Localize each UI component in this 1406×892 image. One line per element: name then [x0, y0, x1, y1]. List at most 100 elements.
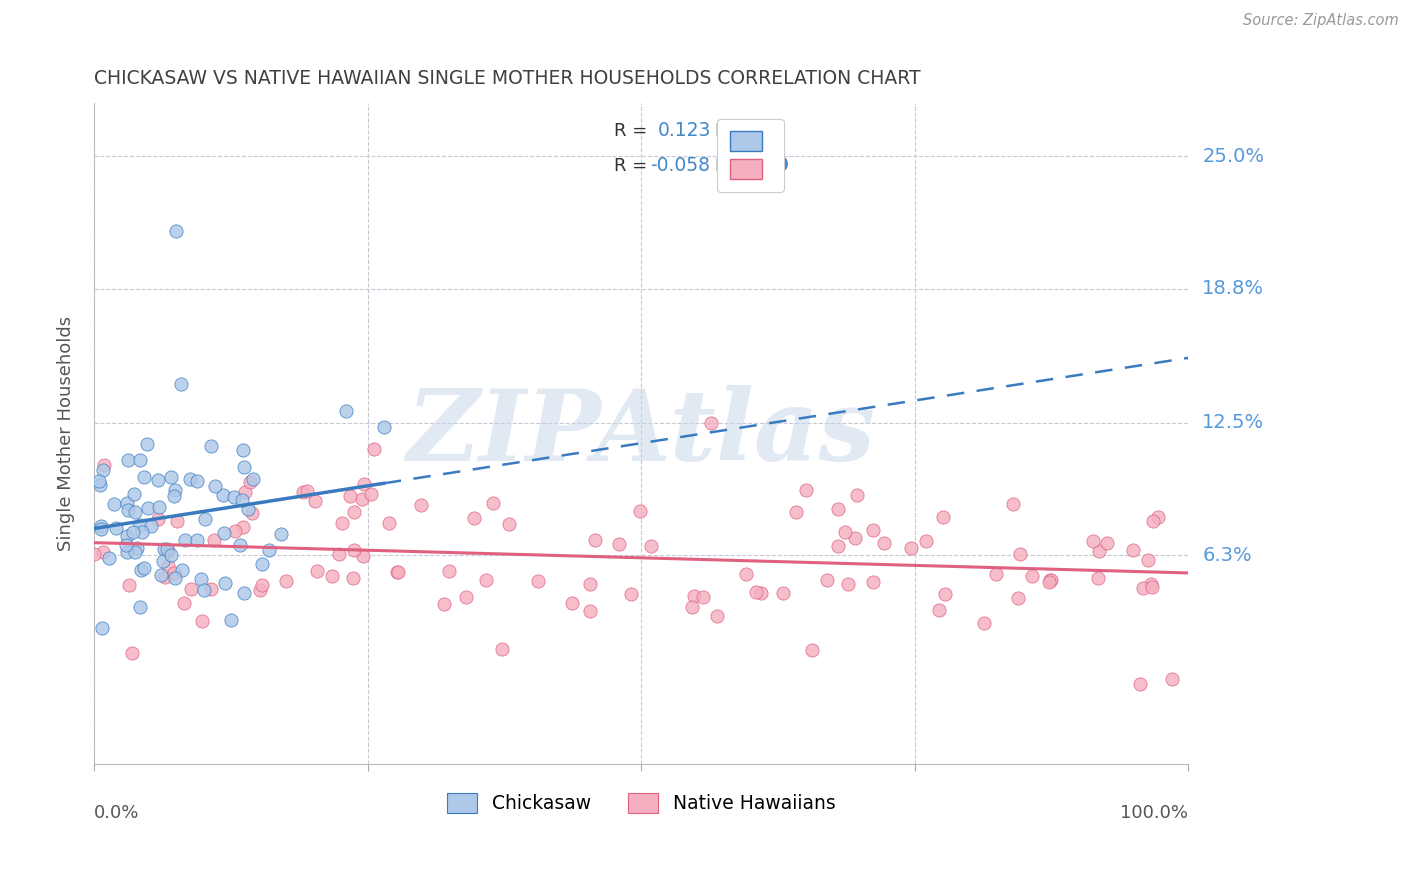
Point	[219, 613, 242, 627]
Point	[97, 551, 120, 566]
Point	[749, 585, 772, 599]
Point	[1140, 580, 1163, 594]
Point	[270, 527, 292, 541]
Point	[328, 548, 350, 562]
Point	[153, 570, 176, 584]
Point	[124, 505, 146, 519]
Text: R =: R =	[614, 157, 647, 175]
Point	[250, 557, 273, 571]
Point	[827, 539, 849, 553]
Point	[744, 585, 766, 599]
Point	[165, 571, 187, 585]
Point	[973, 616, 995, 631]
Point	[131, 524, 153, 539]
Point	[222, 490, 245, 504]
Point	[607, 537, 630, 551]
Point	[1137, 553, 1160, 567]
Point	[295, 483, 318, 498]
Point	[1161, 672, 1184, 686]
Point	[640, 539, 662, 553]
Point	[343, 543, 366, 558]
Point	[330, 516, 353, 530]
Point	[339, 489, 361, 503]
Point	[134, 470, 156, 484]
Point	[385, 565, 408, 579]
Point	[700, 416, 723, 430]
Text: 0.0%: 0.0%	[94, 804, 139, 822]
Text: 18.8%: 18.8%	[1202, 279, 1264, 298]
Point	[91, 621, 114, 635]
Point	[628, 504, 651, 518]
Point	[915, 533, 938, 548]
Point	[165, 224, 187, 238]
Point	[1132, 581, 1154, 595]
Point	[180, 582, 202, 597]
Point	[1140, 576, 1163, 591]
Point	[463, 511, 485, 525]
Point	[190, 572, 212, 586]
Point	[186, 474, 208, 488]
Point	[103, 497, 125, 511]
Point	[620, 586, 643, 600]
Text: R =: R =	[614, 121, 647, 140]
Point	[194, 511, 217, 525]
Point	[834, 524, 856, 539]
Point	[932, 510, 955, 524]
Point	[432, 597, 454, 611]
Point	[173, 596, 195, 610]
Point	[186, 533, 208, 547]
Point	[482, 496, 505, 510]
Point	[706, 609, 728, 624]
Point	[815, 574, 838, 588]
Point	[163, 489, 186, 503]
Point	[233, 586, 256, 600]
Point	[232, 520, 254, 534]
Point	[115, 538, 138, 552]
Point	[150, 568, 173, 582]
Point	[90, 522, 112, 536]
Text: 0.123: 0.123	[658, 121, 711, 140]
Point	[844, 531, 866, 545]
Point	[862, 523, 884, 537]
Point	[353, 477, 375, 491]
Point	[579, 577, 602, 591]
Point	[1007, 591, 1029, 605]
Point	[373, 420, 395, 434]
Point	[250, 578, 273, 592]
Point	[229, 538, 252, 552]
Point	[561, 596, 583, 610]
Point	[146, 512, 169, 526]
Point	[1008, 547, 1031, 561]
Point	[304, 494, 326, 508]
Point	[152, 541, 174, 556]
Point	[89, 518, 111, 533]
Point	[1087, 571, 1109, 585]
Point	[845, 488, 868, 502]
Point	[224, 524, 246, 538]
Point	[583, 533, 606, 547]
Text: CHICKASAW VS NATIVE HAWAIIAN SINGLE MOTHER HOUSEHOLDS CORRELATION CHART: CHICKASAW VS NATIVE HAWAIIAN SINGLE MOTH…	[94, 69, 921, 87]
Point	[91, 463, 114, 477]
Point	[159, 470, 181, 484]
Point	[157, 558, 180, 573]
Point	[378, 516, 401, 531]
Point	[794, 483, 817, 497]
Point	[491, 642, 513, 657]
Point	[127, 541, 149, 556]
Point	[212, 525, 235, 540]
Point	[335, 404, 357, 418]
Point	[124, 545, 146, 559]
Point	[1021, 569, 1043, 583]
Text: 100.0%: 100.0%	[1121, 804, 1188, 822]
Text: -0.058: -0.058	[650, 156, 710, 176]
Point	[118, 578, 141, 592]
Point	[526, 574, 548, 588]
Text: 12.5%: 12.5%	[1202, 413, 1264, 433]
Point	[257, 542, 280, 557]
Point	[579, 604, 602, 618]
Point	[87, 474, 110, 488]
Point	[156, 543, 179, 558]
Point	[115, 496, 138, 510]
Point	[900, 541, 922, 556]
Point	[409, 498, 432, 512]
